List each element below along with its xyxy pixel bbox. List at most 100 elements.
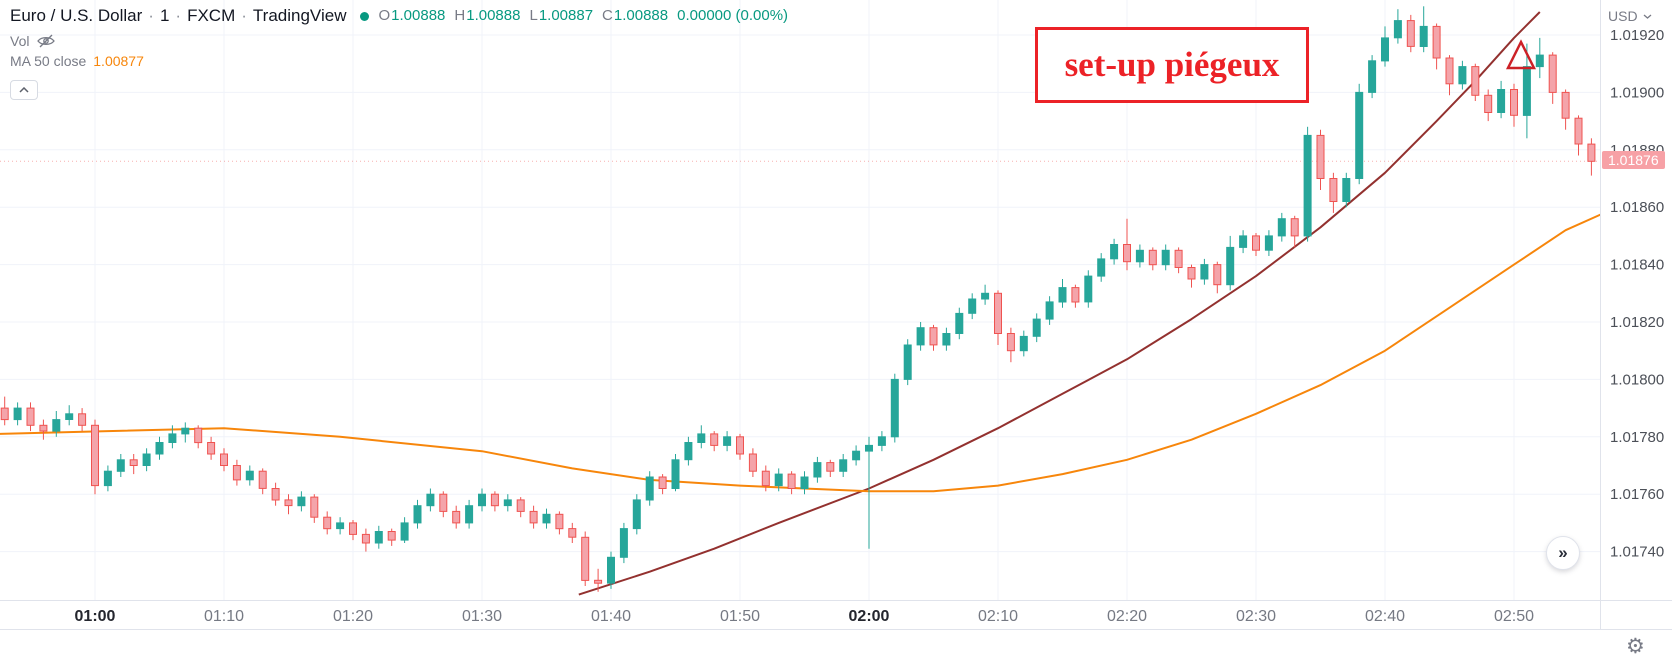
candle[interactable] <box>1419 25 1428 47</box>
candle[interactable] <box>723 436 732 446</box>
candle[interactable] <box>1084 275 1093 303</box>
candle[interactable] <box>1484 94 1493 114</box>
candle[interactable] <box>39 424 48 432</box>
candle[interactable] <box>465 505 474 524</box>
candle[interactable] <box>1252 235 1260 251</box>
candle[interactable] <box>736 436 744 455</box>
candle[interactable] <box>323 516 332 530</box>
candle[interactable] <box>1277 218 1286 237</box>
candle[interactable] <box>1316 134 1325 179</box>
candle[interactable] <box>103 470 112 487</box>
candle[interactable] <box>168 433 177 443</box>
candle[interactable] <box>697 433 706 443</box>
ma50-line[interactable] <box>0 213 1604 493</box>
candles-layer[interactable] <box>0 6 1596 592</box>
candle[interactable] <box>65 413 74 420</box>
candle[interactable] <box>671 459 680 489</box>
time-tick-label[interactable]: 01:40 <box>591 608 631 625</box>
candle[interactable] <box>607 556 615 584</box>
candle[interactable] <box>116 459 125 472</box>
candle[interactable] <box>490 493 499 507</box>
candle[interactable] <box>1213 264 1222 286</box>
candle[interactable] <box>581 536 590 581</box>
candle[interactable] <box>336 522 345 530</box>
candle[interactable] <box>0 407 9 421</box>
candle[interactable] <box>349 522 357 535</box>
candle[interactable] <box>155 442 164 455</box>
candle[interactable] <box>297 496 306 507</box>
currency-selector[interactable]: USD <box>1608 8 1652 24</box>
triangle-annotation[interactable] <box>1504 38 1540 72</box>
symbol-title[interactable]: Euro / U.S. Dollar <box>10 6 143 25</box>
candle[interactable] <box>1406 20 1415 47</box>
candle[interactable] <box>1110 244 1119 260</box>
price-tick-label[interactable]: 1.01760 <box>1610 486 1664 503</box>
candle[interactable] <box>1200 264 1209 280</box>
price-tick-label[interactable]: 1.01780 <box>1610 429 1664 446</box>
candle[interactable] <box>91 424 99 487</box>
candle[interactable] <box>1226 246 1235 286</box>
time-tick-label[interactable]: 01:30 <box>462 608 502 625</box>
candle[interactable] <box>207 442 216 455</box>
candle[interactable] <box>568 528 577 538</box>
candle[interactable] <box>1587 143 1596 162</box>
time-tick-label[interactable]: 02:30 <box>1236 608 1276 625</box>
candle[interactable] <box>1239 235 1248 248</box>
candle[interactable] <box>1264 235 1273 251</box>
candle[interactable] <box>1445 57 1454 85</box>
candle[interactable] <box>439 493 448 512</box>
price-tick-label[interactable]: 1.01920 <box>1610 27 1664 44</box>
candle[interactable] <box>1471 66 1480 96</box>
price-tick-label[interactable]: 1.01860 <box>1610 199 1664 216</box>
candle[interactable] <box>761 470 770 487</box>
collapse-legend-button[interactable] <box>10 80 38 100</box>
candle[interactable] <box>994 292 1002 334</box>
candle[interactable] <box>1329 178 1338 202</box>
candle[interactable] <box>1123 244 1131 263</box>
candle[interactable] <box>1355 91 1364 179</box>
time-tick-label[interactable]: 02:10 <box>978 608 1018 625</box>
candle[interactable] <box>1303 134 1312 237</box>
setup-annotation-box[interactable]: set-up piégeux <box>1035 27 1309 103</box>
candle[interactable] <box>916 327 925 346</box>
candle[interactable] <box>929 327 938 346</box>
candle[interactable] <box>1187 267 1196 280</box>
volume-label[interactable]: Vol <box>10 33 30 49</box>
candle[interactable] <box>1071 287 1080 303</box>
settings-gear-icon[interactable]: ⚙ <box>1626 635 1645 658</box>
scroll-to-recent-button[interactable]: » <box>1546 536 1580 570</box>
candle[interactable] <box>1342 178 1351 202</box>
candle[interactable] <box>748 453 757 472</box>
candle[interactable] <box>181 427 190 435</box>
candle[interactable] <box>1510 89 1518 116</box>
candle[interactable] <box>839 459 848 472</box>
candle[interactable] <box>426 493 435 507</box>
candle[interactable] <box>632 499 641 530</box>
time-tick-label[interactable]: 02:50 <box>1494 608 1534 625</box>
candle[interactable] <box>1548 54 1557 93</box>
candle[interactable] <box>142 453 151 466</box>
candle[interactable] <box>1393 20 1402 39</box>
candle[interactable] <box>258 470 267 489</box>
price-tick-label[interactable]: 1.01820 <box>1610 314 1664 331</box>
candle[interactable] <box>1032 318 1041 337</box>
candle[interactable] <box>387 531 396 541</box>
trend-line[interactable] <box>578 11 1541 596</box>
candle[interactable] <box>220 453 228 466</box>
candle[interactable] <box>52 419 61 432</box>
candle[interactable] <box>555 513 564 530</box>
candle[interactable] <box>310 496 319 518</box>
time-tick-label[interactable]: 02:20 <box>1107 608 1147 625</box>
candle[interactable] <box>942 333 951 346</box>
time-tick-label[interactable]: 01:50 <box>720 608 760 625</box>
candle[interactable] <box>529 510 538 524</box>
candle[interactable] <box>1058 287 1067 303</box>
candle[interactable] <box>955 312 964 334</box>
candle[interactable] <box>684 442 693 461</box>
time-tick-label[interactable]: 01:20 <box>333 608 373 625</box>
candle[interactable] <box>1497 89 1506 113</box>
candle[interactable] <box>400 522 409 541</box>
candle[interactable] <box>800 476 809 489</box>
candle[interactable] <box>1097 258 1106 277</box>
candle[interactable] <box>245 470 254 481</box>
